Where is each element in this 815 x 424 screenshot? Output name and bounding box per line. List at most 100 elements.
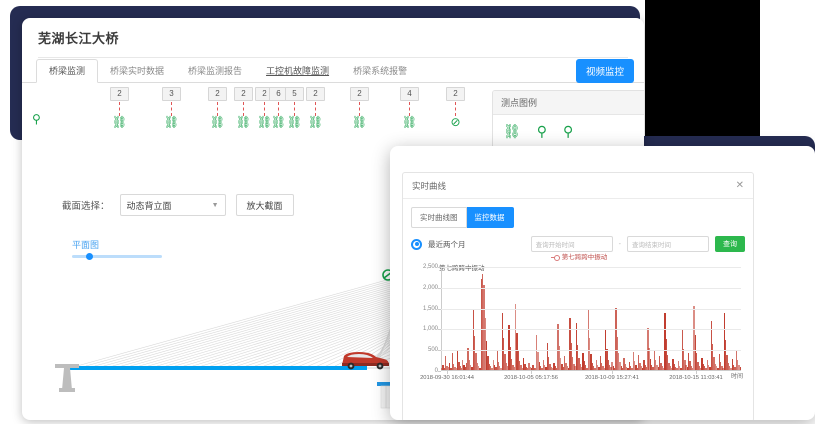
displacement-sensor-icon[interactable]: ⛓ <box>307 115 324 129</box>
dialog-title: 实时曲线 <box>412 181 447 191</box>
displacement-sensor-icon[interactable]: ⛓ <box>209 115 226 129</box>
displacement-sensor-icon[interactable]: ⛓ <box>401 115 418 129</box>
stay-cable <box>210 307 395 367</box>
chart-bar <box>718 353 720 370</box>
video-monitor-button[interactable]: 视频监控 <box>575 59 634 83</box>
anchor-sensor-icon[interactable]: ⚲ <box>32 112 41 126</box>
chart-bar <box>466 363 468 370</box>
sensor-marker-strip: ⚲ 2 ⛓ 3 ⛓ 2 ⛓ 2 ⛓ 2 ⛓ 6 ⛓ 5 ⛓ 2 ⛓ 2 ⛓ 4 ⛓ 2 ⊘ <box>22 87 644 139</box>
close-icon[interactable]: ✕ <box>735 180 744 191</box>
chart-bar <box>468 360 471 370</box>
chart-bar <box>499 365 501 370</box>
dialog-title-bar: 实时曲线 ✕ <box>403 173 753 199</box>
displacement-icon: ⛓ <box>503 123 521 139</box>
main-tab-3[interactable]: 工控机故障监测 <box>266 66 330 76</box>
left-abutment <box>55 364 79 392</box>
sensor-marker-9[interactable]: 2 ⛓ <box>350 87 369 128</box>
chart-bar <box>673 364 675 370</box>
sensor-leader-line <box>278 102 279 116</box>
section-select-dropdown[interactable]: 动态背立面 ▼ <box>119 194 226 216</box>
chart-bar <box>591 362 593 370</box>
chart-bar <box>558 345 560 370</box>
chart-bar <box>485 340 488 370</box>
chart-bar <box>525 366 527 370</box>
query-start-date-input[interactable]: 查询开始时间 <box>530 236 613 252</box>
query-button[interactable]: 查询 <box>715 236 745 252</box>
sensor-marker-4[interactable]: 2 ⛓ <box>234 87 253 128</box>
sensor-marker-8[interactable]: 2 ⛓ <box>306 87 325 128</box>
chart-bar <box>460 367 463 370</box>
sensor-marker-0[interactable]: ⚲ <box>32 113 41 125</box>
chart-bar <box>611 361 613 370</box>
chart-bar <box>738 365 740 370</box>
chart-bar <box>719 361 722 370</box>
chart-bar <box>692 367 694 370</box>
chart-bar <box>688 352 690 370</box>
chart-bar <box>480 279 482 370</box>
chart-bar <box>495 367 497 370</box>
sensor-count-badge: 2 <box>306 87 325 101</box>
displacement-sensor-icon[interactable]: ⛓ <box>235 115 252 129</box>
displacement-sensor-icon[interactable]: ⛓ <box>163 115 180 129</box>
stay-cable <box>246 315 395 367</box>
chart-bar <box>653 350 656 370</box>
chart-bar <box>734 366 736 370</box>
main-tab-0[interactable]: 桥梁监测 <box>36 59 99 83</box>
sensor-count-badge: 2 <box>208 87 227 101</box>
chart-bar <box>663 367 665 370</box>
chart-bar <box>669 366 671 370</box>
no-data-sensor-icon[interactable]: ⊘ <box>450 115 461 129</box>
chart-bar <box>622 367 624 370</box>
displacement-sensor-icon[interactable]: ⛓ <box>286 115 303 129</box>
stay-cable <box>308 329 395 367</box>
chart-bar <box>676 367 678 370</box>
main-tab-4[interactable]: 桥梁系统报警 <box>353 66 408 76</box>
displacement-sensor-icon[interactable]: ⛓ <box>111 115 128 129</box>
recent-two-months-radio[interactable] <box>411 238 422 250</box>
chart-bar <box>721 365 723 370</box>
displacement-sensor-icon[interactable]: ⛓ <box>256 115 273 129</box>
chart-bar <box>579 364 582 370</box>
chart-bar <box>503 338 505 370</box>
sensor-count-badge: 2 <box>110 87 129 101</box>
chart-bar <box>674 366 677 370</box>
chart-bar <box>567 367 570 370</box>
query-end-date-input[interactable]: 查询结束时间 <box>627 236 709 252</box>
displacement-sensor-icon[interactable]: ⛓ <box>270 115 287 129</box>
dialog-tab-0[interactable]: 实时曲线图 <box>411 207 467 228</box>
chart-bar <box>481 273 484 370</box>
chart-bar <box>517 351 519 370</box>
chart-bar <box>574 366 576 370</box>
sensor-marker-2[interactable]: 3 ⛓ <box>162 87 181 128</box>
chart-bar <box>537 352 539 370</box>
chart-bar <box>711 343 714 370</box>
sensor-marker-10[interactable]: 4 ⛓ <box>400 87 419 128</box>
chart-bar <box>534 368 537 370</box>
chart-bar <box>657 367 660 370</box>
main-tab-2[interactable]: 桥梁监测报告 <box>188 66 243 76</box>
sensor-count-badge: 3 <box>162 87 181 101</box>
sensor-marker-11[interactable]: 2 ⊘ <box>446 87 465 128</box>
slider-thumb[interactable] <box>86 253 93 260</box>
plan-view-slider[interactable] <box>72 253 162 260</box>
sensor-marker-1[interactable]: 2 ⛓ <box>110 87 129 128</box>
chart-bar <box>562 366 564 370</box>
chart-bar <box>463 365 465 370</box>
chart-bar <box>726 355 728 370</box>
main-tab-1[interactable]: 桥梁实时数据 <box>110 66 165 76</box>
chart-bar <box>447 367 449 370</box>
dialog-tab-1[interactable]: 监控数据 <box>466 207 514 228</box>
chart-bar <box>706 360 708 370</box>
sensor-marker-6[interactable]: 6 ⛓ <box>269 87 288 128</box>
chart-bar <box>598 367 600 370</box>
displacement-sensor-icon[interactable]: ⛓ <box>351 115 368 129</box>
chart-bar <box>454 366 456 370</box>
chart-bar <box>610 367 612 370</box>
chart-bar <box>472 309 475 370</box>
sensor-count-badge: 2 <box>234 87 253 101</box>
sensor-marker-7[interactable]: 5 ⛓ <box>285 87 304 128</box>
sensor-marker-3[interactable]: 2 ⛓ <box>208 87 227 128</box>
stay-cable <box>112 285 395 367</box>
zoom-section-button[interactable]: 放大截面 <box>235 194 294 216</box>
chart-title: 第七跨跨中振动 <box>439 265 485 272</box>
